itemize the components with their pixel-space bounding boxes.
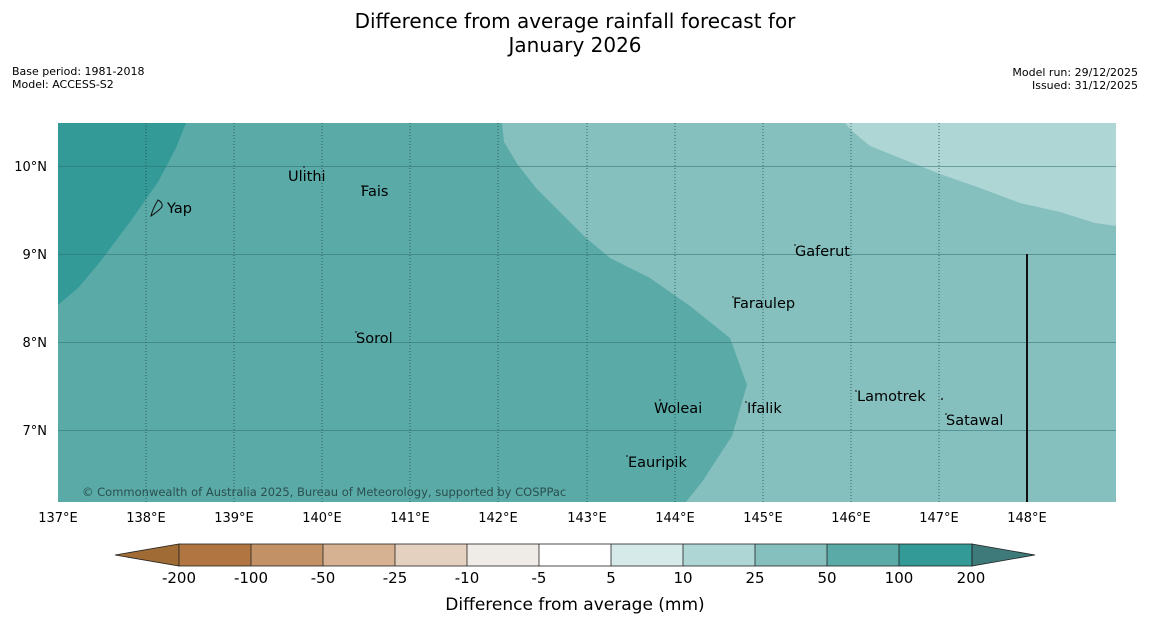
base-period: Base period: 1981-2018 [12,65,145,78]
colorbar-bin-2 [251,544,323,566]
satawal-marker [945,413,947,415]
colorbar-tick-12: 200 [957,569,986,587]
region-pale-teal [845,123,1116,226]
place-faraulep: Faraulep [733,296,795,312]
colorbar-tick-11: 100 [885,569,914,587]
model-name: Model: ACCESS-S2 [12,78,114,91]
place-satawal: Satawal [946,413,1003,429]
place-labels: Ulithi Fais Yap Gaferut Faraulep Sorol L… [166,169,1003,471]
place-gaferut: Gaferut [795,244,850,260]
lon-label-148e: 148°E [1007,511,1047,526]
lon-label-138e: 138°E [126,511,166,526]
place-fais: Fais [361,184,388,200]
model-run: Model run: 29/12/2025 [1012,66,1138,79]
gridlines [58,123,1116,502]
colorbar-frame [178,543,973,567]
lamotrek-east-marker [941,398,943,400]
lon-labels: 137°E 138°E 139°E 140°E 141°E 142°E 143°… [38,511,1047,526]
colorbar-extend-high [971,543,1036,567]
lon-label-142e: 142°E [478,511,518,526]
lat-label-8n: 8°N [23,336,48,351]
colorbar-extend-low [114,543,180,567]
ulithi-marker [303,166,305,168]
map-area: Ulithi Fais Yap Gaferut Faraulep Sorol L… [58,123,1116,502]
faraulep-marker [732,296,734,298]
colorbar-ticks: -200 -100 -50 -25 -10 -5 5 10 25 50 100 … [162,569,985,587]
colorbar-bin-9 [755,544,827,566]
island-markers [303,166,947,457]
lat-label-10n: 10°N [14,160,47,175]
lon-label-146e: 146°E [831,511,871,526]
lat-labels: 10°N 9°N 8°N 7°N [14,160,47,439]
woleai-marker [659,399,661,401]
gaferut-marker [794,244,796,246]
colorbar-bin-8 [683,544,755,566]
lon-label-139e: 139°E [214,511,254,526]
lon-label-140e: 140°E [302,511,342,526]
region-light-teal [502,123,1116,502]
lon-label-147e: 147°E [919,511,959,526]
colorbar-tick-9: 25 [745,569,764,587]
colorbar-tick-8: 10 [673,569,692,587]
yap-island-outline [150,199,163,218]
place-ifalik: Ifalik [747,401,782,417]
lon-label-141e: 141°E [390,511,430,526]
title-line-1: Difference from average rainfall forecas… [354,9,796,33]
colorbar-tick-6: -5 [532,569,547,587]
colorbar-bin-4 [395,544,467,566]
colorbar-bin-11 [899,544,972,566]
colorbar [114,543,1036,567]
colorbar-tick-3: -50 [311,569,336,587]
lamotrek-marker [855,390,857,392]
place-ulithi: Ulithi [288,169,326,185]
meta-right: Model run: 29/12/2025 Issued: 31/12/2025 [1012,66,1138,92]
colorbar-tick-4: -25 [383,569,408,587]
fais-marker [361,185,363,187]
sorol-marker [355,331,357,333]
colorbar-bin-3 [323,544,395,566]
colorbar-tick-7: 5 [606,569,616,587]
issued-date: Issued: 31/12/2025 [1031,79,1138,92]
title-line-2: January 2026 [508,33,642,57]
colorbar-dividers [250,544,900,566]
copyright-notice: © Commonwealth of Australia 2025, Bureau… [82,485,566,499]
colorbar-title: Difference from average (mm) [445,595,704,615]
place-woleai: Woleai [654,401,702,417]
colorbar-tick-10: 50 [817,569,836,587]
lon-label-137e: 137°E [38,511,78,526]
lon-label-144e: 144°E [655,511,695,526]
chart-title: Difference from average rainfall forecas… [0,9,1150,57]
lon-label-145e: 145°E [743,511,783,526]
colorbar-bin-6 [539,544,611,566]
colorbar-tick-1: -200 [162,569,196,587]
colorbar-tick-5: -10 [455,569,480,587]
place-yap: Yap [166,201,192,217]
colorbar-tick-2: -100 [234,569,268,587]
eauripik-marker [626,455,628,457]
lat-label-9n: 9°N [23,248,48,263]
colorbar-bin-1 [179,544,251,566]
region-dark-teal [58,123,186,305]
meta-left: Base period: 1981-2018 Model: ACCESS-S2 [12,65,144,91]
colorbar-bin-5 [467,544,539,566]
lon-label-143e: 143°E [567,511,607,526]
place-lamotrek: Lamotrek [857,389,926,405]
colorbar-bin-10 [827,544,899,566]
place-sorol: Sorol [356,331,393,347]
place-eauripik: Eauripik [628,455,687,471]
colorbar-bin-7 [611,544,683,566]
lat-label-7n: 7°N [23,424,48,439]
ifalik-marker [745,401,747,403]
